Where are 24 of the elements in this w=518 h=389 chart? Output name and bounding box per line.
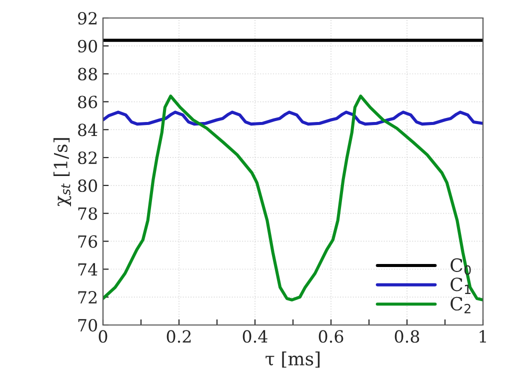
x-tick-label: 0.6 [318,330,344,343]
y-tick-label: 82 [78,152,97,164]
y-tick-label: 76 [78,235,98,248]
y-tick-label: 90 [78,40,98,52]
legend-label: C$_{1}$ [450,278,470,294]
x-tick-label: 0.2 [166,330,191,343]
y-tick-label: 78 [78,207,98,220]
y-tick-label: 88 [78,68,98,80]
y-tick-label: 80 [78,179,98,192]
y-tick-label: 84 [78,124,98,136]
y-tick-label: 70 [78,318,98,332]
y-tick-label: 72 [78,291,97,304]
x-tick-label: 0.8 [394,330,420,343]
x-tick-label: 0 [98,330,108,343]
y-tick-label: 86 [78,96,98,108]
line-series [103,110,483,126]
y-axis-title: χ$_{st}$ [1/s] [54,138,72,206]
legend-label: C$_{2}$ [450,296,470,314]
y-tick-label: 92 [78,12,97,25]
x-tick-label: 0.4 [242,330,268,343]
legend-label: C$_{0}$ [450,258,471,275]
y-tick-label: 74 [78,263,98,276]
x-axis-title: τ [ms] [266,352,320,368]
x-tick-label: 1 [480,330,486,343]
